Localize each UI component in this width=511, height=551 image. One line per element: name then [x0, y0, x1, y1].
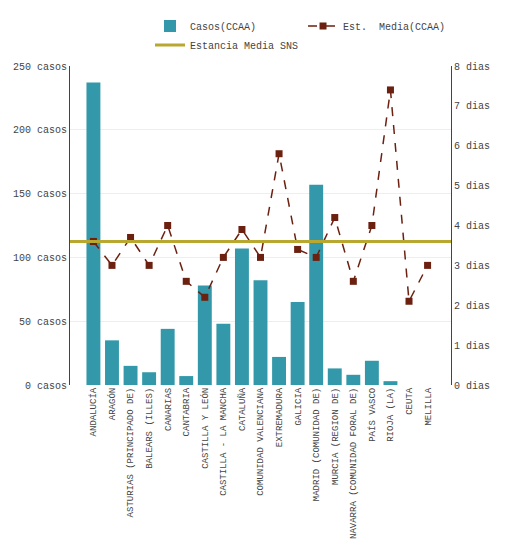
svg-text:Casos(CCAA): Casos(CCAA)	[190, 22, 256, 33]
svg-text:MELILLA: MELILLA	[424, 387, 434, 425]
svg-text:7 dias: 7 dias	[454, 101, 490, 112]
svg-text:MADRID (COMUNIDAD DE): MADRID (COMUNIDAD DE)	[312, 388, 322, 501]
svg-text:1 dias: 1 dias	[454, 341, 490, 352]
svg-text:COMUNIDAD VALENCIANA: COMUNIDAD VALENCIANA	[256, 387, 266, 496]
svg-text:CEUTA: CEUTA	[405, 387, 415, 415]
svg-text:RIOJA (LA): RIOJA (LA)	[386, 388, 396, 442]
svg-text:50 casos: 50 casos	[19, 317, 67, 328]
svg-text:ANDALUCÍA: ANDALUCÍA	[88, 387, 99, 436]
svg-text:2 dias: 2 dias	[454, 301, 490, 312]
svg-text:Estancia Media SNS: Estancia Media SNS	[190, 41, 298, 52]
svg-text:8 dias: 8 dias	[454, 62, 490, 73]
svg-text:GALICIA: GALICIA	[294, 387, 304, 425]
svg-text:CASTILLA Y LEÓN: CASTILLA Y LEÓN	[200, 388, 211, 469]
svg-text:CANARIAS: CANARIAS	[164, 388, 174, 431]
svg-text:100 casos: 100 casos	[13, 253, 67, 264]
svg-text:Est. Media(CCAA): Est. Media(CCAA)	[343, 22, 445, 33]
svg-text:MURCIA (REGION DE): MURCIA (REGION DE)	[331, 388, 341, 485]
svg-text:CANTABRIA: CANTABRIA	[182, 387, 192, 436]
svg-text:4 dias: 4 dias	[454, 221, 490, 232]
svg-text:250 casos: 250 casos	[13, 62, 67, 73]
svg-text:ARAGÓN: ARAGÓN	[107, 388, 118, 420]
svg-text:CASTILLA - LA MANCHA: CASTILLA - LA MANCHA	[219, 387, 229, 496]
svg-text:PAÍS VASCO: PAÍS VASCO	[367, 388, 378, 442]
svg-text:ASTURIAS (PRINCIPADO DE): ASTURIAS (PRINCIPADO DE)	[126, 388, 136, 518]
svg-text:CATALUÑA: CATALUÑA	[237, 387, 248, 431]
svg-text:BALEARS (ILLES): BALEARS (ILLES)	[145, 388, 155, 469]
svg-text:0 dias: 0 dias	[454, 381, 490, 392]
svg-text:5 dias: 5 dias	[454, 181, 490, 192]
svg-text:NAVARRA (COMUNIDAD FORAL DE): NAVARRA (COMUNIDAD FORAL DE)	[349, 388, 359, 539]
svg-text:6 dias: 6 dias	[454, 141, 490, 152]
svg-text:150 casos: 150 casos	[13, 189, 67, 200]
svg-text:200 casos: 200 casos	[13, 125, 67, 136]
svg-text:3 dias: 3 dias	[454, 261, 490, 272]
svg-text:EXTREMADURA: EXTREMADURA	[275, 387, 285, 447]
svg-text:0 casos: 0 casos	[25, 381, 67, 392]
